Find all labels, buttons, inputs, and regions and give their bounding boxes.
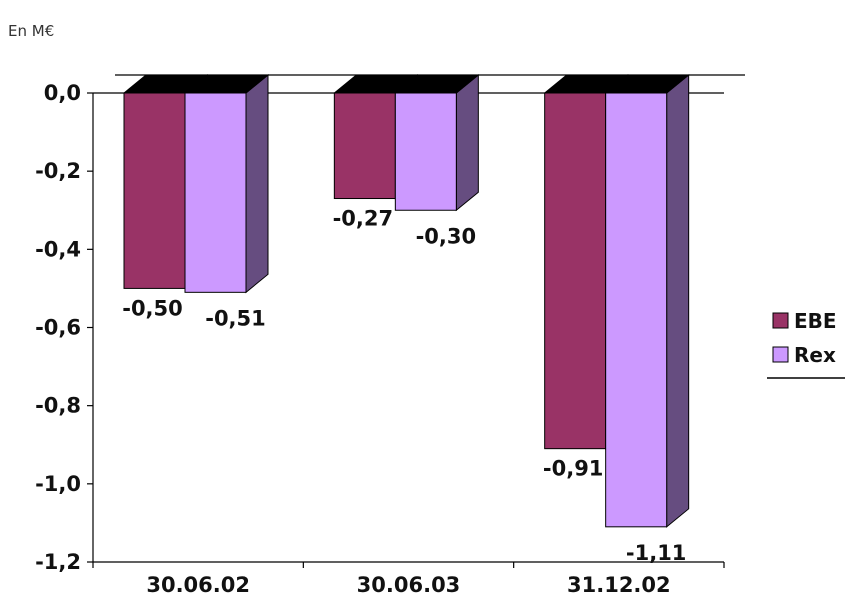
plot-area: 0,0 -0,2 -0,4 -0,6 -0,8 -1,0 -1,2 30.06.02 -0,50… xyxy=(35,73,745,597)
bar-front-face xyxy=(605,92,668,528)
bar-front-face xyxy=(184,92,247,293)
y-tick-label: -0,2 xyxy=(35,159,81,183)
y-tick-label: -0,6 xyxy=(35,316,81,340)
data-label: -0,91 xyxy=(543,457,604,481)
bar-rex-2 xyxy=(604,73,691,528)
bar-front-face xyxy=(123,92,186,289)
y-tick-label: -1,0 xyxy=(35,472,81,496)
x-tick-label: 30.06.02 xyxy=(146,573,250,597)
legend-swatch-rex xyxy=(772,346,789,363)
data-label: -0,50 xyxy=(122,296,183,320)
bar-side-face xyxy=(455,73,479,212)
legend: EBE Rex xyxy=(767,309,845,379)
data-label: -0,27 xyxy=(333,207,394,231)
legend-label-rex: Rex xyxy=(794,343,836,367)
y-tick-label: 0,0 xyxy=(44,81,81,105)
data-label: -1,11 xyxy=(626,541,687,565)
bar-front-face xyxy=(544,92,607,450)
bar-rex-0 xyxy=(183,73,270,294)
x-tick-label: 31.12.02 xyxy=(567,573,671,597)
bar-side-face xyxy=(666,73,690,528)
x-tick-label: 30.06.03 xyxy=(357,573,461,597)
legend-swatch-ebe xyxy=(772,312,789,329)
bar-front-face xyxy=(333,92,396,200)
unit-label: En M€ xyxy=(8,22,54,40)
y-tick-label: -1,2 xyxy=(35,550,81,574)
bar-front-face xyxy=(394,92,457,211)
legend-label-ebe: EBE xyxy=(794,309,837,333)
data-label: -0,51 xyxy=(205,306,266,330)
bar-side-face xyxy=(245,73,269,294)
bar-rex-1 xyxy=(393,73,480,212)
data-label: -0,30 xyxy=(416,224,477,248)
y-tick-label: -0,8 xyxy=(35,394,81,418)
y-tick-label: -0,4 xyxy=(35,237,81,261)
